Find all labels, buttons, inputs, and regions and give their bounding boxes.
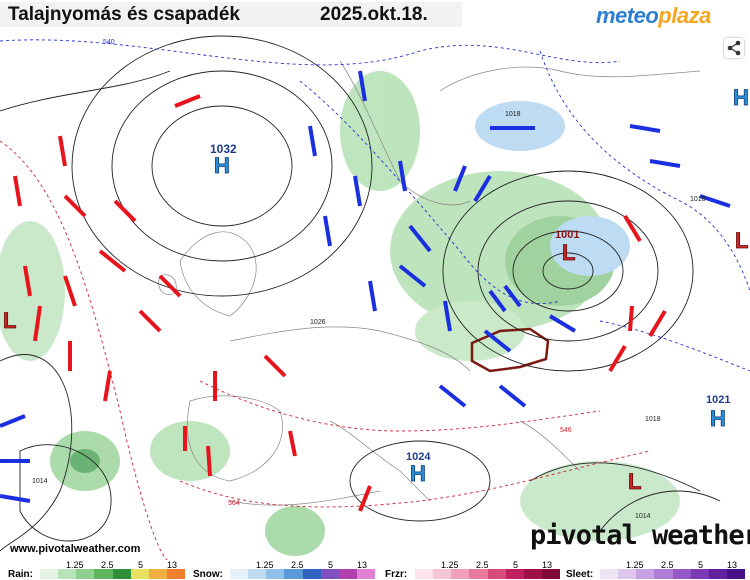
logo-part-plaza: plaza [658,3,711,28]
high-1021-letter: H [710,406,726,431]
legend-rain-bar [40,569,185,579]
isobars [0,35,721,552]
legend-sleet-label: Sleet: [566,569,594,580]
isobar-label: 540 [103,39,115,46]
high-1024: 1024 H [406,451,431,486]
isobar-label: 1018 [645,416,661,423]
precipitation-legend: Rain: 1.25 2.5 5 13 Snow: 1.25 2.5 5 13 … [0,560,750,580]
legend-tick: 2.5 [476,560,489,570]
low-southeast-letter: L [628,469,641,494]
map-date: 2025.okt.18. [320,4,428,25]
legend-tick: 5 [138,560,144,570]
map-title: Talajnyomás és csapadék [8,4,240,25]
legend-frzr-bar [415,569,560,579]
low-1001: 1001 L [555,229,579,265]
precipitation-areas [0,71,680,556]
legend-tick: 1.25 [626,560,644,570]
high-1024-letter: H [410,461,426,486]
high-1032-value: 1032 [210,142,237,156]
isobar-labels: 540 1018 1026 1018 1018 1014 1014 564 54… [32,39,706,520]
legend-tick: 13 [542,560,553,570]
isobar-label: 1014 [635,513,651,520]
legend-tick: 1.25 [256,560,274,570]
legend-snow-label: Snow: [193,569,223,580]
high-1024-value: 1024 [406,451,431,463]
coastlines [158,60,701,506]
pivotal-weather-brand: pivotal weather [530,520,750,551]
thickness-lines [0,39,750,562]
legend-tick: 5 [698,560,704,570]
isobar-label: 1026 [310,319,326,326]
legend-tick: 13 [357,560,368,570]
hungary-outline [470,327,550,373]
isobar-label: 1014 [32,478,48,485]
high-1021: 1021 H [706,394,730,431]
weather-map: 1032 H 1001 L 1024 H 1021 H L L L H 540 … [0,31,750,562]
legend-frzr-label: Frzr: [385,569,408,580]
legend-tick: 13 [727,560,738,570]
legend-tick: 2.5 [661,560,674,570]
wind-arrows-red [13,94,667,512]
share-icon[interactable] [724,38,744,58]
meteoplaza-logo[interactable]: meteoplaza [596,3,711,29]
high-1021-value: 1021 [706,394,730,406]
isobar-label: 546 [560,427,572,434]
isobar-label: 1018 [690,196,706,203]
logo-part-meteo: meteo [596,3,659,28]
wind-arrows-blue [0,70,731,503]
legend-tick: 1.25 [66,560,84,570]
low-1001-letter: L [562,240,575,265]
high-1032: 1032 H [210,142,237,178]
legend-tick: 5 [513,560,519,570]
isobar-label: 564 [228,500,240,507]
credit-url[interactable]: www.pivotalweather.com [10,543,141,555]
high-1032-letter: H [214,153,230,178]
legend-tick: 1.25 [441,560,459,570]
legend-tick: 2.5 [291,560,304,570]
low-west-letter: L [3,308,16,333]
legend-tick: 2.5 [101,560,114,570]
map-canvas: 1032 H 1001 L 1024 H 1021 H L L L H 540 … [0,35,750,562]
header-background [0,2,462,27]
isobar-label: 1018 [505,111,521,118]
legend-rain-label: Rain: [8,569,33,580]
legend-snow-bar [230,569,375,579]
legend-sleet-bar [600,569,745,579]
low-east-letter: L [735,228,748,253]
high-northeast-letter: H [733,85,749,110]
legend-tick: 13 [167,560,178,570]
legend-tick: 5 [328,560,334,570]
low-1001-value: 1001 [555,229,579,241]
